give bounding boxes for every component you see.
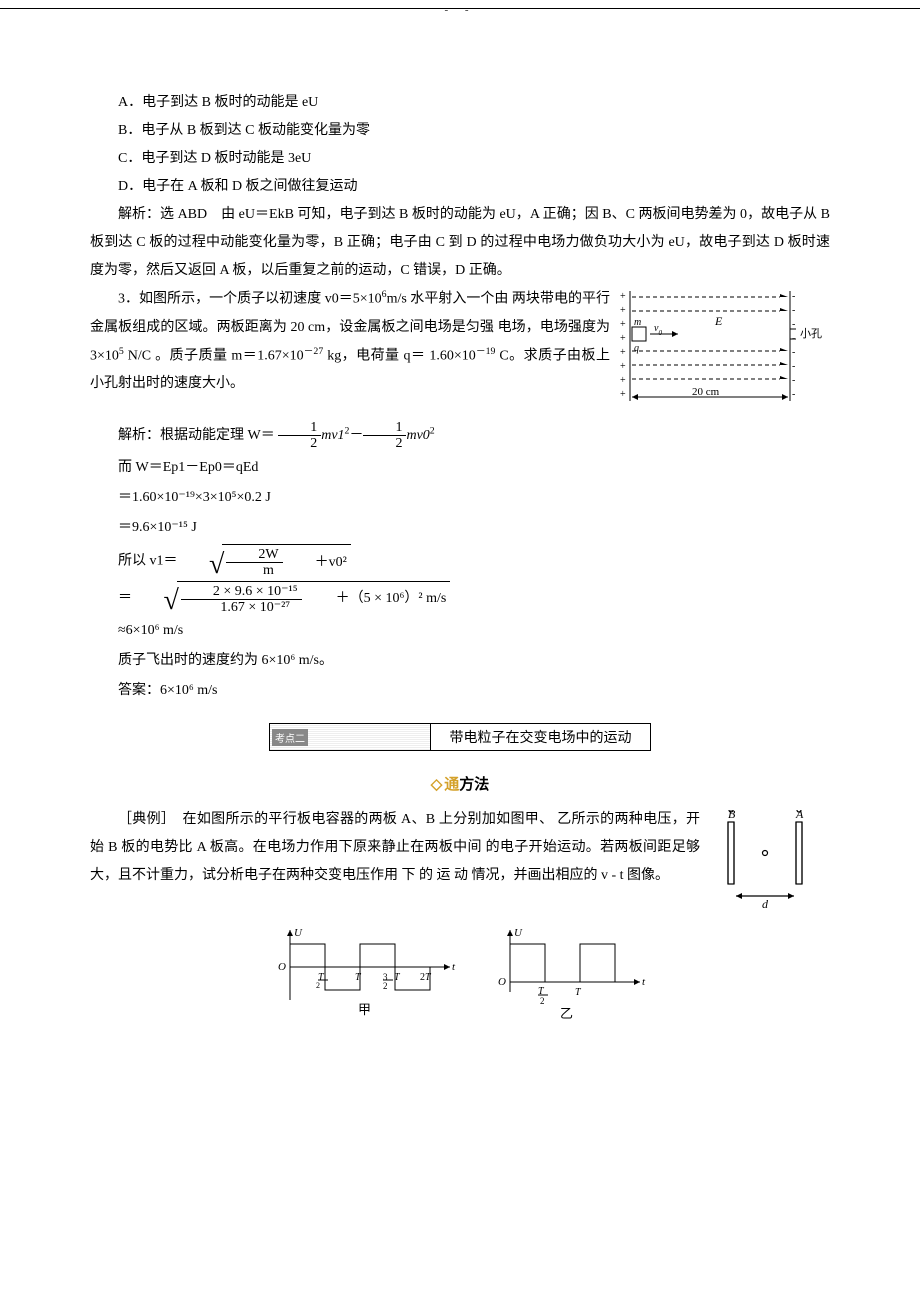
q3-answer: 答案：6×10⁶ m/s bbox=[90, 677, 830, 705]
svg-text:乙: 乙 bbox=[560, 1006, 573, 1021]
waveform-yi: O U t T 2 T 乙 bbox=[490, 922, 650, 1027]
q3-sol-line5: 所以 v1＝ √2Wm＋v0² bbox=[90, 544, 830, 579]
q2-option-c: C．电子到达 D 板时动能是 3eU bbox=[90, 145, 830, 173]
q3-fig-hole-label: 小孔 bbox=[800, 327, 822, 340]
svg-text:-: - bbox=[792, 319, 795, 330]
q3-fig-width-label: 20 cm bbox=[692, 386, 720, 398]
svg-text:+: + bbox=[620, 291, 626, 302]
q3-figure: +++ +++ ++ --- --- -- bbox=[620, 289, 830, 414]
topic-title: 带电粒子在交变电场中的运动 bbox=[431, 724, 650, 750]
svg-text:-: - bbox=[792, 375, 795, 386]
svg-text:O: O bbox=[278, 961, 286, 973]
svg-text:2: 2 bbox=[383, 981, 388, 991]
svg-text:甲: 甲 bbox=[358, 1002, 371, 1017]
svg-text:T: T bbox=[575, 987, 582, 998]
example-block: B A d ［典例］ 在如图所示的平行板电容器的两板 A、B 上分别加如图甲、 … bbox=[90, 806, 830, 914]
q2-explanation: 解析：选 ABD 由 eU＝EkB 可知，电子到达 B 板时的动能为 eU，A … bbox=[90, 201, 830, 285]
q3-sol-line3: ＝1.60×10⁻¹⁹×3×10⁵×0.2 J bbox=[90, 484, 830, 512]
svg-text:+: + bbox=[620, 375, 626, 386]
svg-text:+: + bbox=[620, 305, 626, 316]
svg-text:t: t bbox=[642, 976, 646, 988]
capacitor-figure: B A d bbox=[710, 810, 830, 910]
q2-option-a: A．电子到达 B 板时的动能是 eU bbox=[90, 89, 830, 117]
q3-sol-line1: 解析：根据动能定理 W＝ 12mv12－12mv02 bbox=[90, 420, 830, 452]
q3-fig-E-label: E bbox=[714, 314, 723, 328]
diamond-icon: ◇ bbox=[431, 777, 443, 793]
q3-sol-line8: 质子飞出时的速度约为 6×10⁶ m/s。 bbox=[90, 647, 830, 675]
svg-text:O: O bbox=[498, 976, 506, 988]
svg-text:T: T bbox=[355, 972, 362, 983]
q3-sol-line4: ＝9.6×10⁻¹⁵ J bbox=[90, 514, 830, 542]
svg-text:t: t bbox=[452, 961, 456, 973]
svg-text:U: U bbox=[514, 927, 523, 939]
topic-tag-cell: 考点二 bbox=[270, 724, 431, 750]
svg-text:-: - bbox=[792, 305, 795, 316]
svg-text:-: - bbox=[792, 347, 795, 358]
page: A．电子到达 B 板时的动能是 eU B．电子从 B 板到达 C 板动能变化量为… bbox=[0, 8, 920, 1087]
svg-text:+: + bbox=[620, 347, 626, 358]
q3-block: +++ +++ ++ --- --- -- bbox=[90, 285, 830, 418]
svg-text:q: q bbox=[634, 343, 639, 354]
svg-text:T: T bbox=[394, 972, 401, 983]
topic-box: 考点二 带电粒子在交变电场中的运动 bbox=[269, 723, 651, 751]
q3-fig-v0-label: v0 bbox=[654, 323, 662, 337]
q3-sol-line7: ≈6×10⁶ m/s bbox=[90, 617, 830, 645]
svg-text:2: 2 bbox=[540, 996, 545, 1006]
waveform-jia: O U t T 2 bbox=[270, 922, 460, 1027]
svg-text:-: - bbox=[792, 389, 795, 400]
svg-text:d: d bbox=[762, 897, 769, 910]
svg-text:-: - bbox=[792, 361, 795, 372]
waveforms-row: O U t T 2 bbox=[90, 922, 830, 1027]
svg-text:-: - bbox=[792, 291, 795, 302]
svg-text:2: 2 bbox=[316, 981, 320, 990]
section-title: ◇通方法 bbox=[90, 773, 830, 794]
svg-text:U: U bbox=[294, 927, 303, 939]
svg-text:+: + bbox=[620, 319, 626, 330]
svg-text:2T: 2T bbox=[420, 972, 432, 983]
svg-text:+: + bbox=[620, 389, 626, 400]
svg-text:+: + bbox=[620, 361, 626, 372]
topic-tag: 考点二 bbox=[272, 729, 308, 746]
q2-option-b: B．电子从 B 板到达 C 板动能变化量为零 bbox=[90, 117, 830, 145]
q3-sol-line2: 而 W＝Ep1－Ep0＝qEd bbox=[90, 454, 830, 482]
svg-text:+: + bbox=[620, 333, 626, 344]
q3-fig-m-label: m bbox=[634, 317, 641, 328]
q3-sol-line6: ＝ √2 × 9.6 × 10⁻¹⁵1.67 × 10⁻²⁷＋（5 × 10⁶）… bbox=[90, 581, 830, 616]
q2-option-d: D．电子在 A 板和 D 板之间做往复运动 bbox=[90, 173, 830, 201]
